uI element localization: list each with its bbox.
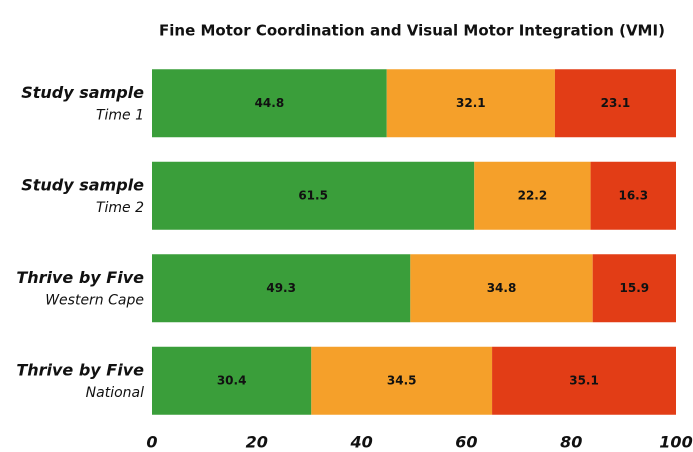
x-tick-label: 80 [560,433,582,452]
category-subtitle: Time 1 [96,107,144,123]
x-tick-label: 60 [455,433,477,452]
value-label: 44.8 [255,96,285,110]
x-tick-label: 100 [659,433,692,452]
bar-segment [592,254,676,323]
category-label: Study sample [21,83,144,102]
bar-segment [152,69,387,138]
bar-segment [492,346,676,415]
value-label: 49.3 [266,281,296,295]
value-label: 34.5 [387,373,417,387]
value-label: 30.4 [217,373,247,387]
bar-segment [554,69,676,138]
bar-segment [386,69,555,138]
x-tick-label: 0 [146,433,157,452]
value-label: 15.9 [620,281,650,295]
bar-segment [152,346,312,415]
bar-segment [152,161,475,230]
category-subtitle: Western Cape [45,292,144,308]
x-tick-label: 40 [349,433,372,452]
category-label: Study sample [21,175,144,194]
bar-segment [152,254,411,323]
bar-segment [590,161,676,230]
category-subtitle: National [86,385,144,401]
category-label: Thrive by Five [16,360,144,379]
bar-segment [311,346,493,415]
category-subtitle: Time 2 [96,200,144,216]
value-label: 61.5 [298,188,328,202]
value-label: 22.2 [518,188,548,202]
bar-segment [410,254,593,323]
value-label: 34.8 [487,281,517,295]
chart-title: Fine Motor Coordination and Visual Motor… [159,22,665,40]
value-label: 16.3 [618,188,648,202]
value-label: 32.1 [456,96,486,110]
value-label: 23.1 [601,96,631,110]
category-label: Thrive by Five [16,268,144,287]
x-tick-label: 20 [246,433,268,452]
bar-segment [474,161,591,230]
value-label: 35.1 [569,373,599,387]
